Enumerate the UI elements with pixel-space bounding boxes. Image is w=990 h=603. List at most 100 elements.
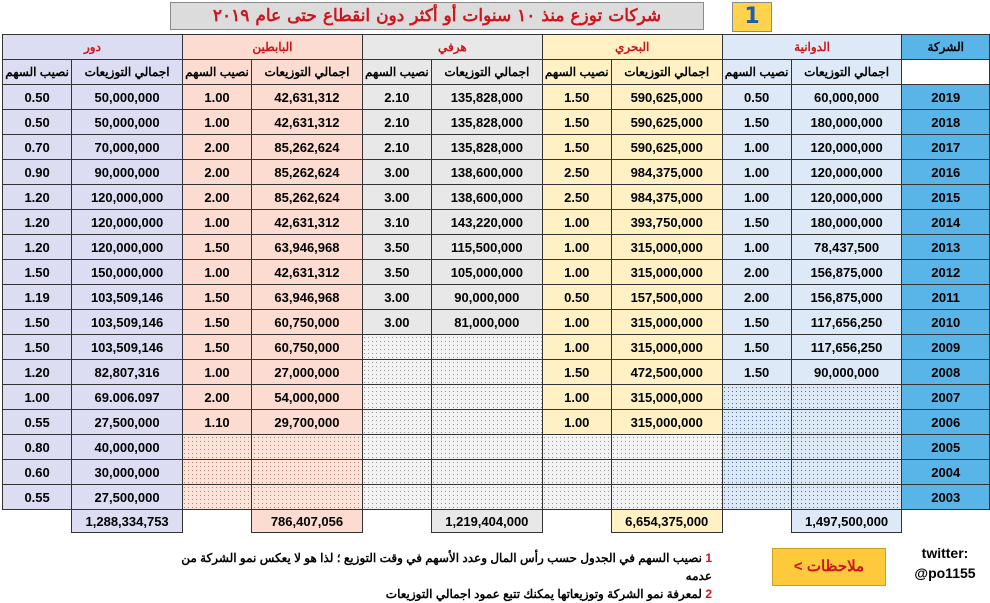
share-dividend-cell: 1.50 [721,309,792,335]
share-dividend-cell [181,434,253,460]
total-sum-cell: 1,288,334,753 [71,509,183,533]
year-cell: 2006 [901,409,990,435]
total-dividends-cell [790,484,903,510]
total-dividends-cell: 120,000,000 [790,134,903,160]
total-dividends-cell: 120,000,000 [790,184,903,210]
total-dividends-cell: 103,509,146 [71,309,183,335]
total-dividends-cell: 60,750,000 [251,309,363,335]
total-dividends-cell: 63,946,968 [251,234,363,260]
share-dividend-cell: 1.20 [1,184,73,210]
notes-button[interactable]: ملاحظات > [772,548,886,586]
table-row: 2018 180,000,000 1.50 590,625,000 1.50 135,82… [1,109,990,135]
total-dividends-cell: 393,750,000 [610,209,723,235]
total-sum-cell: 1,497,500,000 [790,509,903,533]
share-dividend-cell: 1.50 [721,359,792,385]
table-row: 2004 30,000,000 0.60 [1,459,990,485]
total-dividends-header: اجمالي التوزيعات [790,59,903,85]
table-row: 2006 315,000,000 1.00 29,700,000 1.10 27,500,… [1,409,990,435]
share-dividend-cell: 1.00 [541,334,612,360]
total-dividends-cell [251,484,363,510]
share-dividend-cell: 2.00 [181,159,253,185]
total-dividends-cell: 85,262,624 [251,184,363,210]
total-sum-cell: 786,407,056 [251,509,363,533]
year-cell: 2010 [901,309,990,335]
total-dividends-cell: 69.006.097 [71,384,183,410]
year-cell: 2003 [901,484,990,510]
share-dividend-cell: 2.10 [361,109,432,135]
total-dividends-cell: 70,000,000 [71,134,183,160]
table-row: 2012 156,875,000 2.00 315,000,000 1.00 105,00… [1,259,990,285]
share-dividend-cell: 1.50 [1,309,73,335]
share-dividend-cell [361,459,432,485]
total-dividends-cell: 78,437,500 [790,234,903,260]
company-name-header: هرفي [361,34,543,60]
share-dividend-cell [361,484,432,510]
share-dividend-cell: 1.50 [721,334,792,360]
twitter-handle[interactable]: @po1155 [914,565,976,581]
total-dividends-cell: 42,631,312 [251,259,363,285]
share-dividend-cell: 1.00 [541,309,612,335]
share-dividend-cell: 1.00 [181,109,253,135]
table-row: 2007 315,000,000 1.00 54,000,000 2.00 69.006.… [1,384,990,410]
share-dividend-cell [721,409,792,435]
year-cell: 2014 [901,209,990,235]
total-dividends-header: اجمالي التوزيعات [430,59,543,85]
share-dividend-cell: 1.50 [541,84,612,110]
year-cell: 2018 [901,109,990,135]
share-dividend-cell: 0.50 [1,84,73,110]
share-dividend-cell [721,434,792,460]
year-cell: 2004 [901,459,990,485]
share-dividend-cell [181,459,253,485]
total-dividends-cell: 27,500,000 [71,409,183,435]
table-row: 2015 120,000,000 1.00 984,375,000 2.50 138,60… [1,184,990,210]
total-dividends-cell: 82,807,316 [71,359,183,385]
share-dividend-cell: 1.50 [1,334,73,360]
total-dividends-cell [430,484,543,510]
share-dividend-cell: 3.50 [361,259,432,285]
total-dividends-cell: 42,631,312 [251,109,363,135]
total-dividends-cell: 40,000,000 [71,434,183,460]
totals-spacer [722,510,791,533]
share-dividend-cell: 2.00 [181,184,253,210]
total-dividends-cell: 103,509,146 [71,334,183,360]
total-dividends-cell [251,434,363,460]
share-dividend-cell: 2.00 [181,134,253,160]
twitter-label: twitter: [921,545,969,561]
share-dividend-cell: 0.50 [721,84,792,110]
total-dividends-cell: 120,000,000 [71,209,183,235]
share-dividend-cell: 1.50 [1,259,73,285]
share-dividend-cell: 1.19 [1,284,73,310]
total-dividends-cell: 984,375,000 [610,159,723,185]
share-dividend-cell: 1.50 [181,334,253,360]
total-dividends-cell: 590,625,000 [610,134,723,160]
total-dividends-cell: 135,828,000 [430,134,543,160]
company-header: الشركة [901,34,990,60]
share-dividend-cell: 3.00 [361,184,432,210]
share-dividend-cell: 1.00 [541,259,612,285]
share-dividend-cell: 2.50 [541,159,612,185]
total-dividends-cell: 115,500,000 [430,234,543,260]
total-dividends-cell [610,484,723,510]
year-cell: 2012 [901,259,990,285]
share-dividend-cell: 1.50 [541,109,612,135]
total-dividends-cell: 138,600,000 [430,184,543,210]
notes-list: 1 نصيب السهم في الجدول حسب رأس المال وعد… [152,549,712,603]
table-row: 2009 117,656,250 1.50 315,000,000 1.00 60,750… [1,334,990,360]
share-dividend-cell: 1.50 [181,284,253,310]
total-dividends-cell: 157,500,000 [610,284,723,310]
total-dividends-cell: 143,220,000 [430,209,543,235]
total-dividends-cell: 81,000,000 [430,309,543,335]
total-dividends-cell: 120,000,000 [790,159,903,185]
share-dividend-cell: 1.50 [181,309,253,335]
share-dividend-cell [361,409,432,435]
share-dividend-cell: 1.50 [721,109,792,135]
totals-row: 1,497,500,000 6,654,375,000 1,219,404,000 7… [3,509,990,533]
total-dividends-header: اجمالي التوزيعات [251,59,363,85]
total-dividends-cell: 90,000,000 [790,359,903,385]
total-dividends-cell: 315,000,000 [610,384,723,410]
total-dividends-cell: 63,946,968 [251,284,363,310]
table-row: 2003 27,500,000 0.55 [1,484,990,510]
twitter-credit: twitter: @po1155 [905,543,985,583]
year-cell: 2008 [901,359,990,385]
total-dividends-cell: 315,000,000 [610,409,723,435]
